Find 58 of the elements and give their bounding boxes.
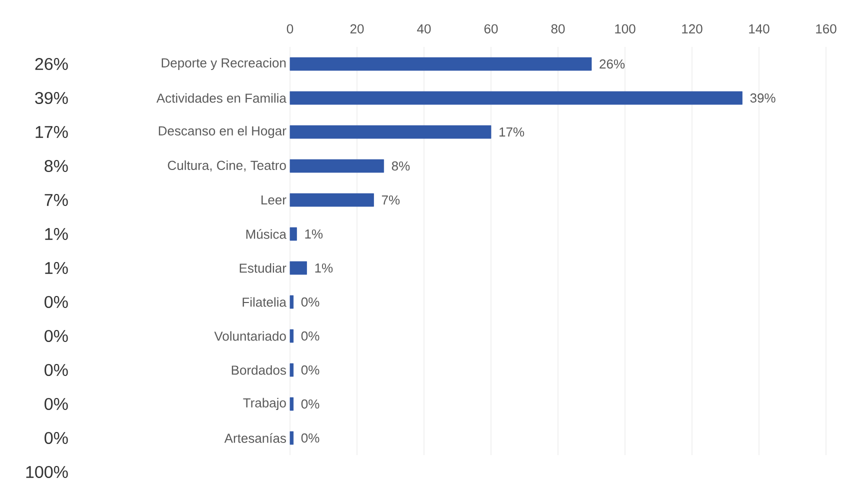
text: 8%	[44, 160, 68, 172]
x-tick-label: 0	[286, 24, 294, 34]
text: 26%	[35, 58, 68, 70]
y-tick-label: Artesanías	[224, 432, 286, 443]
bar	[290, 91, 742, 105]
text: 1%	[45, 228, 68, 240]
bar	[290, 261, 307, 275]
bar	[290, 295, 294, 309]
bar	[290, 397, 294, 411]
x-tick-label: 80	[551, 24, 565, 34]
y-tick-label: Voluntariado	[214, 331, 286, 341]
bar	[290, 227, 297, 241]
y-tick-label: Actividades en Familia	[156, 93, 286, 103]
text: 0%	[44, 296, 68, 308]
annotation: 39%	[750, 93, 776, 102]
text: 1%	[45, 262, 68, 274]
annotation: 17%	[500, 127, 524, 136]
bar	[290, 125, 492, 139]
x-tick-label: 20	[350, 24, 364, 34]
y-tick-label: Descanso en el Hogar	[158, 126, 286, 138]
text: 0%	[44, 364, 68, 376]
annotation: 0%	[301, 365, 320, 374]
annotation: 7%	[382, 195, 400, 204]
bar	[290, 57, 592, 71]
bar	[290, 431, 294, 445]
x-tick-label: 120	[682, 24, 702, 34]
x-tick-label: 100	[615, 24, 636, 34]
y-tick-label: Deporte y Recreacion	[162, 58, 286, 70]
text: 0%	[44, 432, 68, 444]
bar	[290, 363, 294, 377]
x-tick-label: 140	[749, 24, 770, 34]
y-tick-label: Estudiar	[240, 263, 286, 273]
text: 100%	[26, 466, 68, 478]
annotation: 8%	[392, 161, 410, 170]
annotation: 0%	[301, 433, 320, 442]
annotation: 0%	[301, 331, 320, 340]
x-tick-label: 60	[484, 24, 498, 34]
bar	[290, 193, 374, 207]
annotation: 1%	[315, 263, 333, 272]
annotation: 26%	[600, 59, 625, 68]
y-tick-label: Bordados	[232, 365, 286, 375]
text: 0%	[44, 330, 68, 342]
text: 7%	[44, 194, 68, 206]
text: 39%	[35, 92, 68, 104]
annotation: 0%	[301, 399, 320, 408]
y-tick-label: Música	[246, 228, 286, 239]
annotation: 1%	[305, 229, 323, 238]
bar	[290, 159, 384, 173]
annotation: 0%	[301, 297, 320, 306]
bar	[290, 329, 294, 343]
text: 17%	[36, 126, 68, 138]
x-tick-label: 40	[417, 24, 431, 34]
y-tick-label: Cultura, Cine, Teatro	[168, 160, 286, 172]
y-tick-label: Leer	[262, 195, 286, 204]
x-tick-label: 160	[816, 24, 836, 34]
text: 0%	[44, 398, 68, 410]
y-tick-label: Trabajo	[243, 398, 286, 410]
y-tick-label: Filatelia	[242, 297, 286, 307]
